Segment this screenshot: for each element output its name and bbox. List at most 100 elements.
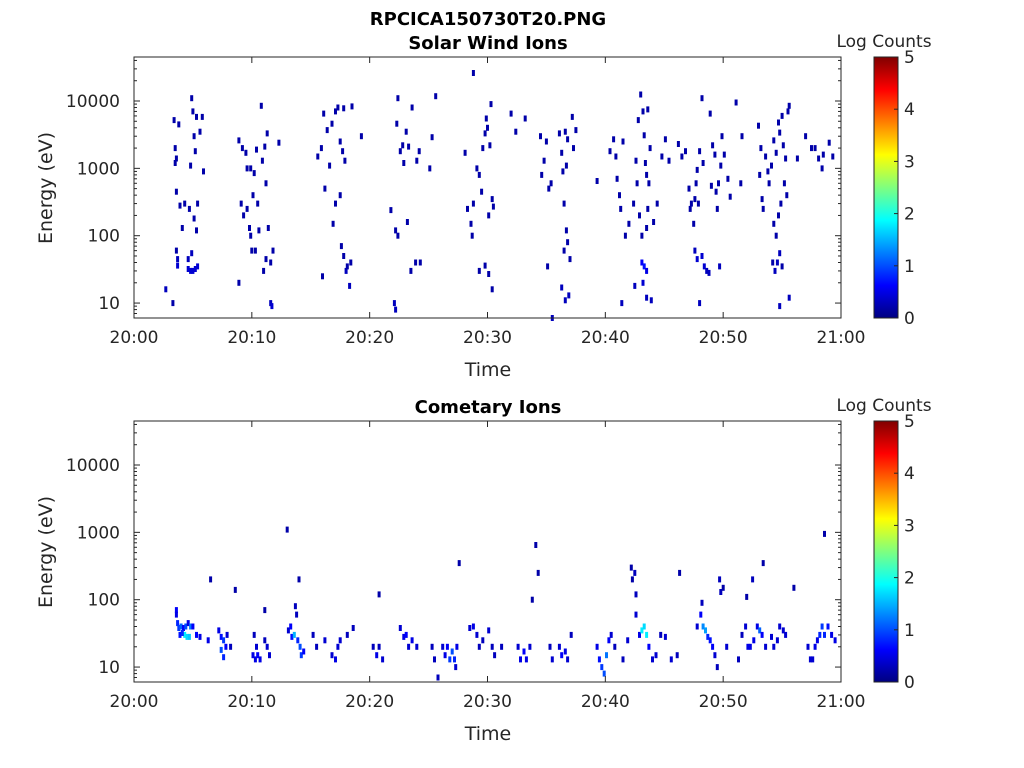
heatmap-cell <box>550 656 554 663</box>
heatmap-cell <box>569 631 573 638</box>
heatmap-cell <box>707 269 711 276</box>
heatmap-cell <box>698 300 702 307</box>
heatmap-cell <box>718 263 722 270</box>
heatmap-cell <box>618 192 621 199</box>
heatmap-cell <box>481 637 485 644</box>
heatmap-cell <box>350 103 354 110</box>
heatmap-cells <box>174 526 837 681</box>
heatmap-cell <box>713 652 717 659</box>
heatmap-cell <box>407 643 411 650</box>
heatmap-cell <box>755 623 759 630</box>
heatmap-cell <box>734 99 738 106</box>
heatmap-cell <box>448 656 452 663</box>
heatmap-cell <box>640 627 644 634</box>
heatmap-cell <box>173 160 177 166</box>
heatmap-cell <box>638 631 641 638</box>
heatmap-cell <box>319 145 323 152</box>
heatmap-cell <box>457 560 461 567</box>
colorbar-ticks: 0 1 2 3 4 5 <box>894 48 915 329</box>
heatmap-cell <box>450 648 454 655</box>
heatmap-cell <box>602 670 606 677</box>
heatmap-cell <box>342 253 346 259</box>
y-tick-label: 100 <box>88 227 120 247</box>
heatmap-cell <box>561 168 565 175</box>
colorbar-label: Log Counts <box>836 32 931 52</box>
heatmap-cell <box>264 180 268 187</box>
x-tick-label: 20:40 <box>581 328 630 348</box>
heatmap-cell <box>695 166 699 173</box>
heatmap-cell <box>640 259 644 266</box>
x-tick-label: 20:10 <box>227 328 276 348</box>
heatmap-cell <box>821 151 825 158</box>
heatmap-cell <box>263 637 267 644</box>
heatmap-cell <box>395 120 399 127</box>
heatmap-cell <box>217 627 221 634</box>
heatmap-cell <box>269 259 273 266</box>
heatmap-cell <box>702 263 706 270</box>
heatmap-cell <box>330 652 334 659</box>
heatmap-cell <box>566 656 570 663</box>
heatmap-cell <box>833 637 837 644</box>
heatmap-cell <box>198 633 202 640</box>
heatmap-cell <box>519 656 522 663</box>
heatmap-cell <box>477 643 481 650</box>
heatmap-cell <box>649 297 653 304</box>
heatmap-cell <box>191 623 195 630</box>
y-tick-label: 10000 <box>66 456 120 476</box>
heatmap-cell <box>245 165 249 172</box>
heatmap-cell <box>548 643 552 650</box>
heatmap-cell <box>700 253 704 259</box>
heatmap-cell <box>557 643 561 650</box>
heatmap-cell <box>770 633 773 640</box>
heatmap-cell <box>285 526 289 533</box>
heatmap-cell <box>257 227 261 234</box>
heatmap-cell <box>237 137 241 144</box>
heatmap-cell <box>761 560 765 567</box>
heatmap-cell <box>392 300 396 307</box>
heatmap-cell <box>219 646 223 653</box>
heatmap-cell <box>202 168 205 175</box>
heatmap-cell <box>311 631 315 638</box>
heatmap-cell <box>371 643 375 650</box>
heatmap-cell <box>192 215 196 222</box>
heatmap-cell <box>500 643 504 650</box>
heatmap-cell <box>173 145 177 152</box>
heatmap-cell <box>806 643 810 650</box>
heatmap-cell <box>766 168 770 175</box>
heatmap-cell <box>200 113 204 120</box>
heatmap-cell <box>530 596 534 603</box>
heatmap-cell <box>265 643 269 650</box>
heatmap-cell <box>774 149 778 156</box>
heatmap-cell <box>224 643 228 650</box>
heatmap-cell <box>786 108 790 115</box>
heatmap-cell <box>251 652 255 659</box>
heatmap-cell <box>377 643 381 650</box>
heatmap-cell <box>296 637 300 644</box>
heatmap-cell <box>663 633 667 640</box>
heatmap-cell <box>454 664 458 671</box>
heatmap-cell <box>813 643 817 650</box>
y-tick-label: 10 <box>98 294 120 314</box>
heatmap-cell <box>563 128 567 135</box>
heatmap-cell <box>524 656 528 663</box>
heatmap-cell <box>717 180 720 187</box>
heatmap-cell <box>351 625 355 631</box>
heatmap-cell <box>718 576 722 583</box>
heatmap-cell <box>176 620 180 627</box>
heatmap-cell <box>792 584 796 591</box>
heatmap-cell <box>240 145 244 152</box>
heatmap-cell <box>787 102 791 109</box>
colorbar-label: Log Counts <box>836 396 931 416</box>
heatmap-cell <box>290 633 294 640</box>
heatmap-cell <box>398 148 402 155</box>
heatmap-cell <box>566 136 570 143</box>
heatmap-cell <box>720 133 724 140</box>
heatmap-cell <box>334 200 337 207</box>
heatmap-cell <box>823 631 826 638</box>
heatmap-cell <box>489 101 493 108</box>
heatmap-cell <box>621 138 625 145</box>
heatmap-cell <box>528 643 532 650</box>
heatmap-cell <box>295 611 299 618</box>
heatmap-cell <box>566 239 570 246</box>
heatmap-cell <box>557 130 561 137</box>
